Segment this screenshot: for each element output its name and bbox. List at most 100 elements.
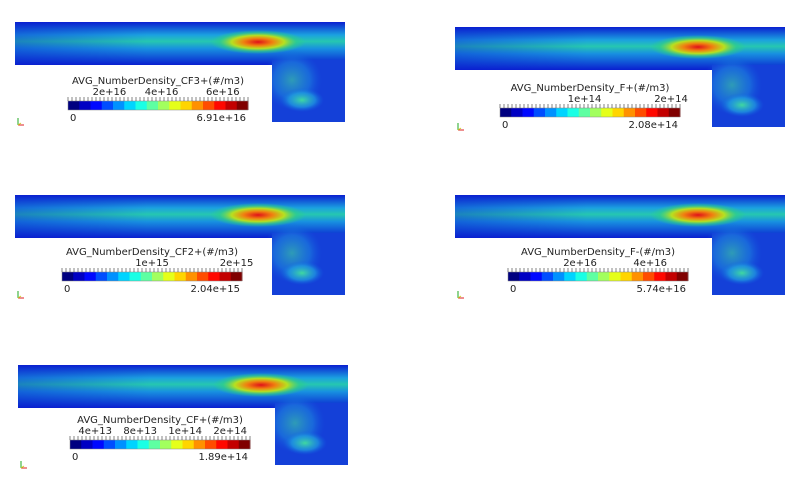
- leg-blob: [720, 93, 764, 117]
- colorbar-step: [81, 440, 93, 449]
- colorbar-title: AVG_NumberDensity_CF+(#/m3): [77, 415, 243, 426]
- colorbar-max: 2.08e+14: [628, 120, 678, 131]
- colorbar-step: [631, 272, 644, 281]
- colorbar-step: [148, 440, 161, 449]
- panel: AVG_NumberDensity_CF3+(#/m3)2e+16 4e+16 6e…: [15, 22, 345, 126]
- colorbar-step: [126, 440, 138, 449]
- panel: AVG_NumberDensity_F+(#/m3)1e+14 2e+14 0 2.0…: [455, 27, 785, 131]
- colorbar-step: [107, 272, 119, 281]
- colorbar-step: [193, 440, 206, 449]
- colorbar-title: AVG_NumberDensity_CF3+(#/m3): [72, 76, 244, 87]
- colorbar-step: [101, 101, 114, 110]
- colorbar-title: AVG_NumberDensity_F-(#/m3): [521, 247, 675, 258]
- leg-blob: [283, 431, 327, 455]
- colorbar-step: [545, 108, 557, 117]
- colorbar-step: [169, 101, 181, 110]
- colorbar-step: [203, 101, 215, 110]
- colorbar-step: [90, 101, 103, 110]
- colorbar-tick-label: 4e+16: [145, 87, 179, 98]
- colorbar-max: 1.89e+14: [198, 452, 248, 463]
- colorbar-tick-label: 4e+13: [78, 426, 112, 437]
- colorbar-step: [185, 272, 198, 281]
- colorbar-step: [541, 272, 554, 281]
- colorbar-step: [238, 440, 251, 449]
- colorbar-step: [676, 272, 689, 281]
- colorbar-tick-label: 2e+14: [654, 94, 688, 105]
- colorbar-step: [214, 101, 226, 110]
- field: [15, 195, 345, 295]
- colorbar-tick-label: 1e+14: [168, 426, 202, 437]
- colorbar-tick-label: 6e+16: [206, 87, 240, 98]
- colorbar-min: 0: [502, 120, 508, 131]
- axis-icon: [457, 127, 462, 131]
- colorbar-step: [598, 272, 610, 281]
- colorbar-step: [135, 101, 148, 110]
- colorbar-step: [182, 440, 195, 449]
- colorbar-step: [556, 108, 568, 117]
- colorbar-step: [225, 101, 238, 110]
- colorbar-step: [578, 108, 591, 117]
- colorbar-step: [567, 108, 580, 117]
- colorbar-step: [152, 272, 164, 281]
- colorbar-step: [73, 272, 85, 281]
- colorbar-step: [564, 272, 576, 281]
- colorbar-step: [171, 440, 183, 449]
- colorbar-step: [590, 108, 602, 117]
- colorbar-max: 6.91e+16: [196, 113, 246, 124]
- colorbar-step: [115, 440, 127, 449]
- colorbar-step: [227, 440, 240, 449]
- colorbar-title: AVG_NumberDensity_CF2+(#/m3): [66, 247, 238, 258]
- colorbar-step: [219, 272, 232, 281]
- axis-icon: [457, 295, 462, 299]
- axis-icon: [17, 295, 22, 299]
- colorbar-min: 0: [72, 452, 78, 463]
- colorbar-step: [665, 272, 678, 281]
- colorbar-tick-label: 1e+15: [135, 258, 169, 269]
- colorbar-tick-label: 4e+16: [633, 258, 667, 269]
- colorbar-tick-label: 2e+16: [93, 87, 127, 98]
- hotspot: [210, 30, 306, 54]
- colorbar-step: [533, 108, 546, 117]
- leg-blob: [280, 88, 324, 112]
- colorbar-step: [208, 272, 220, 281]
- axis-icon: [17, 122, 22, 126]
- colorbar-step: [62, 272, 74, 281]
- colorbar-frame: [507, 271, 689, 282]
- colorbar-step: [519, 272, 531, 281]
- panel: AVG_NumberDensity_CF+(#/m3)4e+13 8e+13 1e+…: [18, 365, 348, 469]
- panel: AVG_NumberDensity_F-(#/m3)2e+16 4e+16 0 5.7…: [455, 195, 785, 299]
- colorbar-tick-label: 2e+16: [563, 258, 597, 269]
- colorbar-step: [137, 440, 150, 449]
- colorbar-step: [113, 101, 125, 110]
- colorbar-step: [620, 272, 633, 281]
- colorbar-frame: [499, 107, 681, 118]
- colorbar-step: [500, 108, 512, 117]
- colorbar-min: 0: [510, 284, 516, 295]
- leg-blob: [720, 261, 764, 285]
- hotspot: [650, 203, 746, 227]
- colorbar-step: [643, 272, 655, 281]
- colorbar-step: [79, 101, 91, 110]
- colorbar-tick-label: 8e+13: [123, 426, 157, 437]
- colorbar-tick-label: 1e+14: [568, 94, 602, 105]
- hotspot: [213, 373, 309, 397]
- colorbar-step: [530, 272, 543, 281]
- colorbar-step: [95, 272, 108, 281]
- colorbar-step: [601, 108, 613, 117]
- axis-icon: [20, 465, 25, 469]
- colorbar-step: [146, 101, 159, 110]
- colorbar-step: [163, 272, 175, 281]
- colorbar-frame: [67, 100, 249, 111]
- panel: AVG_NumberDensity_CF2+(#/m3)1e+15 2e+15 0 2…: [15, 195, 345, 299]
- colorbar-step: [129, 272, 142, 281]
- colorbar-step: [160, 440, 172, 449]
- colorbar-step: [635, 108, 647, 117]
- colorbar-step: [124, 101, 136, 110]
- colorbar-step: [623, 108, 636, 117]
- colorbar-step: [646, 108, 658, 117]
- colorbar-step: [118, 272, 130, 281]
- colorbar-step: [158, 101, 170, 110]
- colorbar-step: [511, 108, 523, 117]
- colorbar-step: [70, 440, 82, 449]
- colorbar-step: [68, 101, 80, 110]
